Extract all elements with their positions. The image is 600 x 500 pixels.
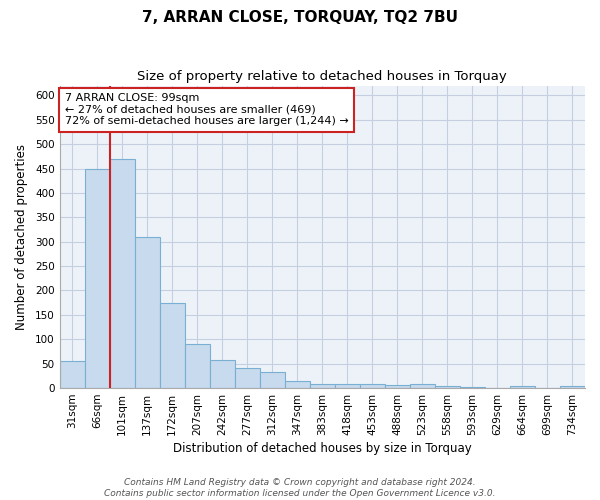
Bar — [59, 361, 85, 388]
Text: 7 ARRAN CLOSE: 99sqm
← 27% of detached houses are smaller (469)
72% of semi-deta: 7 ARRAN CLOSE: 99sqm ← 27% of detached h… — [65, 93, 349, 126]
Bar — [110, 158, 134, 388]
Bar — [160, 302, 185, 388]
Bar — [310, 384, 335, 388]
Y-axis label: Number of detached properties: Number of detached properties — [15, 144, 28, 330]
Bar — [460, 387, 485, 388]
X-axis label: Distribution of detached houses by size in Torquay: Distribution of detached houses by size … — [173, 442, 472, 455]
Bar — [560, 386, 585, 388]
Bar — [209, 360, 235, 388]
Bar — [260, 372, 285, 388]
Text: 7, ARRAN CLOSE, TORQUAY, TQ2 7BU: 7, ARRAN CLOSE, TORQUAY, TQ2 7BU — [142, 10, 458, 25]
Bar — [385, 384, 410, 388]
Bar — [85, 168, 110, 388]
Text: Contains HM Land Registry data © Crown copyright and database right 2024.
Contai: Contains HM Land Registry data © Crown c… — [104, 478, 496, 498]
Bar — [435, 386, 460, 388]
Bar — [360, 384, 385, 388]
Bar — [235, 368, 260, 388]
Title: Size of property relative to detached houses in Torquay: Size of property relative to detached ho… — [137, 70, 507, 83]
Bar — [410, 384, 435, 388]
Bar — [134, 237, 160, 388]
Bar — [285, 381, 310, 388]
Bar — [510, 386, 535, 388]
Bar — [185, 344, 209, 388]
Bar — [335, 384, 360, 388]
